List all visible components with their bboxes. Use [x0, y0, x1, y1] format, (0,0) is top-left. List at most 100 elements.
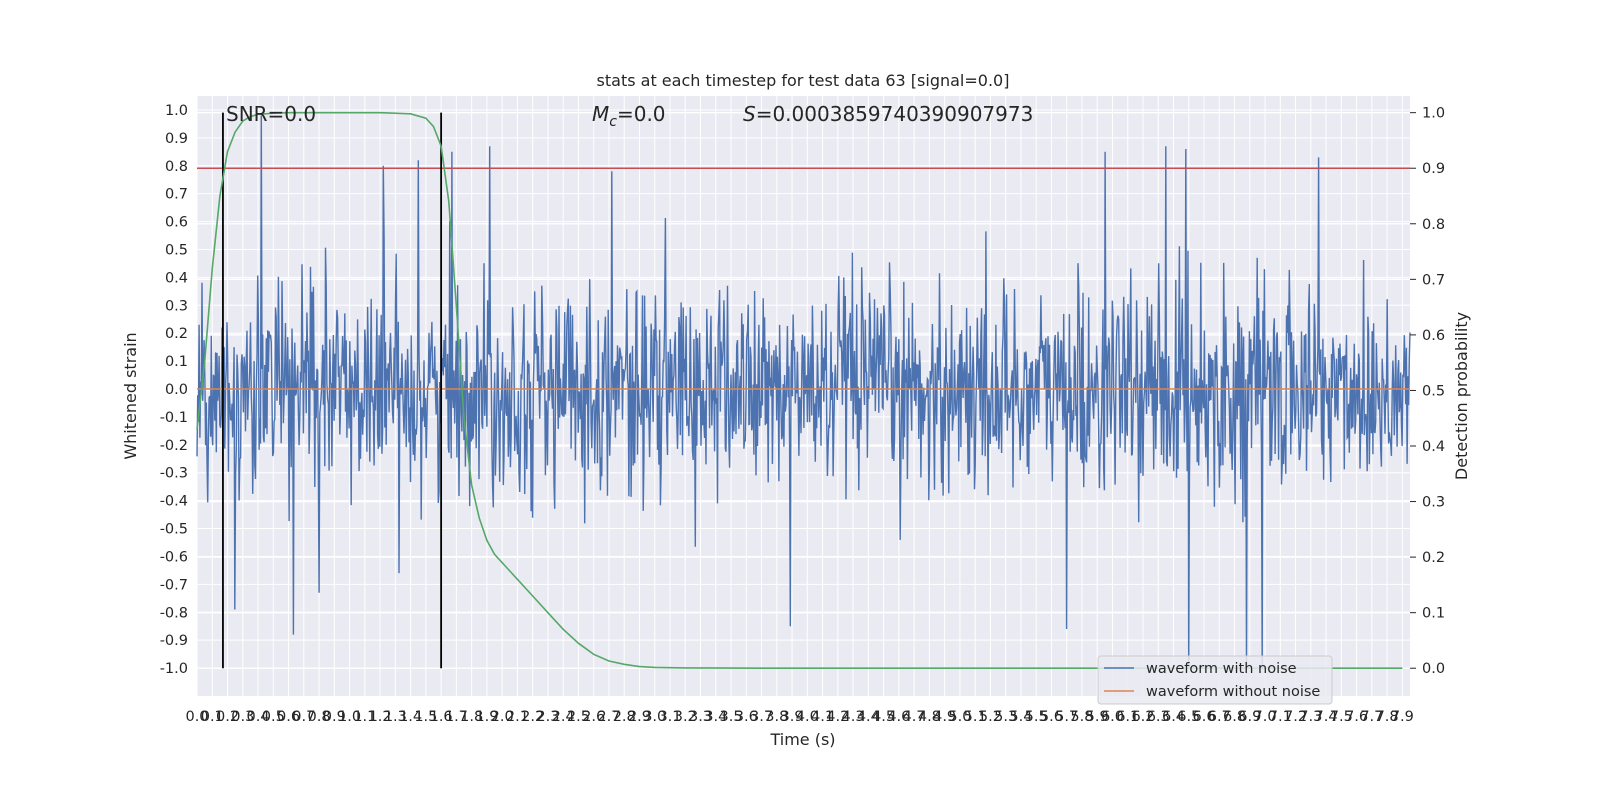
x-tick-label: 7.6: [1345, 709, 1368, 725]
x-tick-label: 1.5: [414, 709, 437, 725]
y2-tick-label: 0.8: [1422, 217, 1445, 233]
y-tick-label: 0.7: [165, 187, 188, 203]
x-tick-label: 0.6: [277, 709, 300, 725]
y2-tick-label: 0.5: [1422, 383, 1445, 399]
x-tick-label: 1.7: [445, 709, 468, 725]
x-tick-label: 5.0: [948, 709, 971, 725]
y-tick-label: -0.5: [160, 522, 188, 538]
x-tick-label: 3.0: [643, 709, 666, 725]
y-tick-label: 0.6: [165, 215, 188, 231]
x-tick-label: 0.4: [247, 709, 270, 725]
x-tick-label: 0.5: [262, 709, 285, 725]
x-tick-label: 4.7: [903, 709, 926, 725]
x-tick-label: 0.7: [292, 709, 315, 725]
x-tick-label: 7.1: [1269, 709, 1292, 725]
x-tick-label: 3.9: [781, 709, 804, 725]
x-tick-label: 3.1: [658, 709, 681, 725]
x-tick-label: 2.2: [521, 709, 544, 725]
x-tick-label: 5.7: [1055, 709, 1078, 725]
x-tick-label: 6.7: [1208, 709, 1231, 725]
x-tick-label: 1.1: [353, 709, 376, 725]
plot-area: SNR=0.0 Mc=0.0 S=0.0003859740390907973: [196, 96, 1411, 696]
waveform-with-noise-line: [196, 115, 1411, 669]
x-tick-label: 7.3: [1299, 709, 1322, 725]
x-tick-label: 4.2: [826, 709, 849, 725]
x-axis-title: Time (s): [769, 730, 835, 749]
x-tick-label: 4.5: [872, 709, 895, 725]
x-tick-label: 6.6: [1192, 709, 1215, 725]
x-tick-label: 3.3: [689, 709, 712, 725]
x-tick-label: 6.1: [1116, 709, 1139, 725]
y-tick-label: 0.0: [165, 382, 188, 398]
y-tick-label: 0.9: [165, 131, 188, 147]
x-tick-label: 5.3: [994, 709, 1017, 725]
x-tick-label: 6.4: [1162, 709, 1185, 725]
x-tick-label: 0.3: [231, 709, 254, 725]
x-tick-label: 7.2: [1284, 709, 1307, 725]
legend-label-clean: waveform without noise: [1146, 684, 1320, 700]
x-tick-label: 3.7: [750, 709, 773, 725]
x-tick-label: 1.9: [475, 709, 498, 725]
x-tick-label: 7.7: [1360, 709, 1383, 725]
y-tick-label: -0.3: [160, 466, 188, 482]
chirp-mass-symbol: M: [592, 102, 609, 126]
x-tick-label: 7.5: [1330, 709, 1353, 725]
y-tick-label: -0.9: [160, 633, 188, 649]
x-tick-label: 6.5: [1177, 709, 1200, 725]
signal-window-lines: [222, 112, 443, 669]
x-tick-label: 5.8: [1070, 709, 1093, 725]
y-tick-label: -0.8: [160, 605, 188, 621]
x-tick-label: 2.3: [536, 709, 559, 725]
y-tick-label: -0.2: [160, 438, 188, 454]
y-tick-label: -0.1: [160, 410, 188, 426]
x-tick-label: 2.5: [567, 709, 590, 725]
x-tick-label: 3.8: [765, 709, 788, 725]
x-tick-label: 1.4: [399, 709, 422, 725]
x-tick-label: 0.2: [216, 709, 239, 725]
x-tick-label: 4.4: [857, 709, 880, 725]
y-tick-label: -0.6: [160, 549, 188, 565]
legend: waveform with noise waveform without noi…: [1097, 655, 1333, 705]
x-tick-label: 1.2: [369, 709, 392, 725]
y2-axis-title: Detection probability: [1452, 312, 1471, 480]
y-tick-label: 1.0: [165, 103, 188, 119]
chart-title: stats at each timestep for test data 63 …: [597, 71, 1010, 90]
x-tick-label: 6.0: [1101, 709, 1124, 725]
x-tick-label: 2.1: [506, 709, 529, 725]
y2-tick-label: 0.3: [1422, 495, 1445, 511]
x-tick-label: 4.9: [933, 709, 956, 725]
chirp-mass-subscript: c: [609, 114, 617, 130]
x-tick-label: 5.1: [964, 709, 987, 725]
x-tick-label: 7.8: [1376, 709, 1399, 725]
x-tick-label: 1.8: [460, 709, 483, 725]
y2-tick-label: 0.9: [1422, 161, 1445, 177]
x-axis: 0.00.10.20.30.40.50.60.70.80.91.01.11.21…: [185, 709, 1413, 725]
y2-tick-label: 0.2: [1422, 550, 1445, 566]
y-axis-left: 1.0 0.9 0.8 0.7 0.6 0.5 0.4 0.3 0.2 0.1 0.0 -0.1 -0.…: [160, 103, 188, 677]
y-tick-label: 0.3: [165, 298, 188, 314]
x-tick-label: 1.3: [384, 709, 407, 725]
y-tick-label: 0.2: [165, 326, 188, 342]
x-tick-label: 3.2: [674, 709, 697, 725]
s-value: =0.0003859740390907973: [756, 102, 1034, 126]
x-tick-label: 5.6: [1040, 709, 1063, 725]
x-tick-label: 2.6: [582, 709, 605, 725]
y2-tick-label: 0.6: [1422, 328, 1445, 344]
x-tick-label: 5.4: [1009, 709, 1032, 725]
x-tick-label: 5.9: [1086, 709, 1109, 725]
x-tick-label: 6.8: [1223, 709, 1246, 725]
legend-box: [1097, 655, 1333, 705]
y-tick-label: -0.7: [160, 577, 188, 593]
x-tick-label: 7.0: [1254, 709, 1277, 725]
x-tick-label: 0.1: [201, 709, 224, 725]
x-tick-label: 4.3: [842, 709, 865, 725]
x-tick-label: 5.5: [1025, 709, 1048, 725]
x-tick-label: 4.6: [887, 709, 910, 725]
waveform-with-noise-series: [196, 115, 1411, 669]
x-tick-label: 2.4: [552, 709, 575, 725]
x-tick-label: 7.4: [1315, 709, 1338, 725]
detection-probability-line: [196, 111, 1403, 669]
y2-tick-label: 0.0: [1422, 661, 1445, 677]
x-tick-label: 5.2: [979, 709, 1002, 725]
y-tick-label: -1.0: [160, 661, 188, 677]
